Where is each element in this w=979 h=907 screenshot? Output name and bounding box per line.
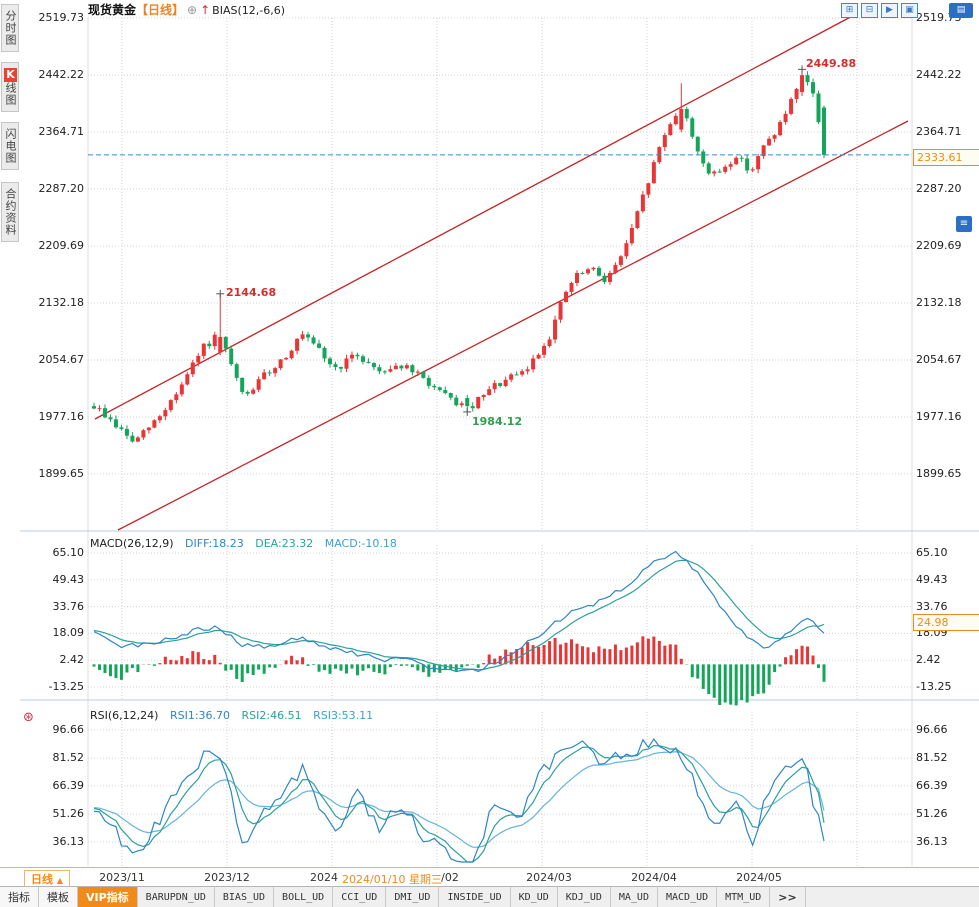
- play-icon[interactable]: ▶: [881, 3, 898, 18]
- sidebar-tab-kline-chart[interactable]: K线图: [1, 62, 19, 112]
- kline-tab-label: 线图: [4, 82, 17, 106]
- layout-icon-group: ⊞ ⊟ ▶ ▣: [841, 3, 918, 18]
- period-label: 日线: [31, 873, 53, 886]
- sidebar-tab-time-chart[interactable]: 分时图: [1, 4, 19, 52]
- indicator-item-kd_ud[interactable]: KD_UD: [511, 887, 558, 907]
- vip-indicator-tab[interactable]: VIP指标: [78, 887, 138, 907]
- macd-current-value-box: 24.98: [913, 614, 979, 631]
- chart-title-bar: 现货黄金【日线】 ⊕ ↑ BIAS(12,-6,6): [88, 1, 285, 17]
- indicator-item-ma_ud[interactable]: MA_UD: [611, 887, 658, 907]
- macd-diff-value: DIFF:18.23: [185, 537, 244, 550]
- rsi3-value: RSI3:53.11: [313, 709, 374, 722]
- time-axis-label: /02: [441, 871, 459, 884]
- up-arrow-icon: ↑: [200, 3, 211, 17]
- indicator-item-dmi_ud[interactable]: DMI_UD: [386, 887, 440, 907]
- sidebar-tab-flash-chart[interactable]: 闪电图: [1, 122, 19, 170]
- panel-layout-icon[interactable]: ▣: [901, 3, 918, 18]
- indicator-item-cci_ud[interactable]: CCI_UD: [333, 887, 387, 907]
- indicator-item-mtm_ud[interactable]: MTM_UD: [717, 887, 771, 907]
- indicator-toolbar: 指标 模板 VIP指标 BARUPDN_UD BIAS_UD BOLL_UD CCI_UD D…: [0, 886, 979, 907]
- current-price-box: 2333.61: [913, 149, 979, 166]
- annotation-dec-high: 2144.68: [226, 286, 277, 299]
- indicator-item-bias_ud[interactable]: BIAS_UD: [215, 887, 275, 907]
- indicator-item-boll_ud[interactable]: BOLL_UD: [274, 887, 334, 907]
- rsi-settings-icon[interactable]: ⊛: [23, 710, 34, 725]
- time-axis-label: 2023/11: [99, 871, 145, 884]
- window-panel-icon[interactable]: ▤: [949, 3, 973, 18]
- bottom-tab-templates[interactable]: 模板: [39, 887, 78, 907]
- rsi-title: RSI(6,12,24): [90, 709, 159, 722]
- dropdown-arrow-icon: ▲: [56, 876, 63, 885]
- period-dropdown-button[interactable]: 日线 ▲: [24, 870, 70, 888]
- split-layout-icon[interactable]: ⊟: [861, 3, 878, 18]
- rsi2-value: RSI2:46.51: [241, 709, 302, 722]
- indicator-item-barupdn_ud[interactable]: BARUPDN_UD: [138, 887, 215, 907]
- time-axis-label: 2024/04: [631, 871, 677, 884]
- macd-panel-header: MACD(26,12,9) DIFF:18.23 DEA:23.32 MACD:…: [90, 537, 397, 550]
- crosshair-date-label: 2024/01/10 星期三: [342, 873, 442, 886]
- time-axis-label: 2023/12: [204, 871, 250, 884]
- symbol-name: 现货黄金: [88, 3, 137, 17]
- time-axis-label: 2024/03: [526, 871, 572, 884]
- right-edge-menu-icon[interactable]: ≡: [956, 216, 972, 232]
- macd-dea-value: DEA:23.32: [255, 537, 314, 550]
- time-axis-label: 2024: [310, 871, 338, 884]
- indicator-item-macd_ud[interactable]: MACD_UD: [658, 887, 718, 907]
- period-tag: 【日线】: [136, 3, 185, 17]
- rsi-panel-header: RSI(6,12,24) RSI1:36.70 RSI2:46.51 RSI3:…: [90, 709, 373, 722]
- macd-title: MACD(26,12,9): [90, 537, 174, 550]
- kline-active-badge: K: [4, 68, 17, 82]
- rsi1-value: RSI1:36.70: [169, 709, 231, 722]
- time-axis-row: 日线 ▲ 2023/11 2023/12 2024/02 2024/03 2024/04…: [0, 867, 979, 888]
- indicator-item-kdj_ud[interactable]: KDJ_UD: [558, 887, 611, 907]
- macd-macd-value: MACD:-10.18: [324, 537, 397, 550]
- sidebar-tab-contract-info[interactable]: 合约资料: [1, 182, 19, 242]
- bottom-tab-indicators[interactable]: 指标: [0, 887, 39, 907]
- bias-indicator-label: BIAS(12,-6,6): [212, 4, 285, 17]
- more-indicators-button[interactable]: >>: [770, 887, 806, 907]
- grid-layout-icon[interactable]: ⊞: [841, 3, 858, 18]
- add-indicator-icon[interactable]: ⊕: [187, 3, 198, 17]
- annotation-may-high: 2449.88: [806, 57, 857, 70]
- annotation-feb-low: 1984.12: [472, 415, 523, 428]
- indicator-item-inside_ud[interactable]: INSIDE_UD: [439, 887, 511, 907]
- time-axis-label: 2024/05: [736, 871, 782, 884]
